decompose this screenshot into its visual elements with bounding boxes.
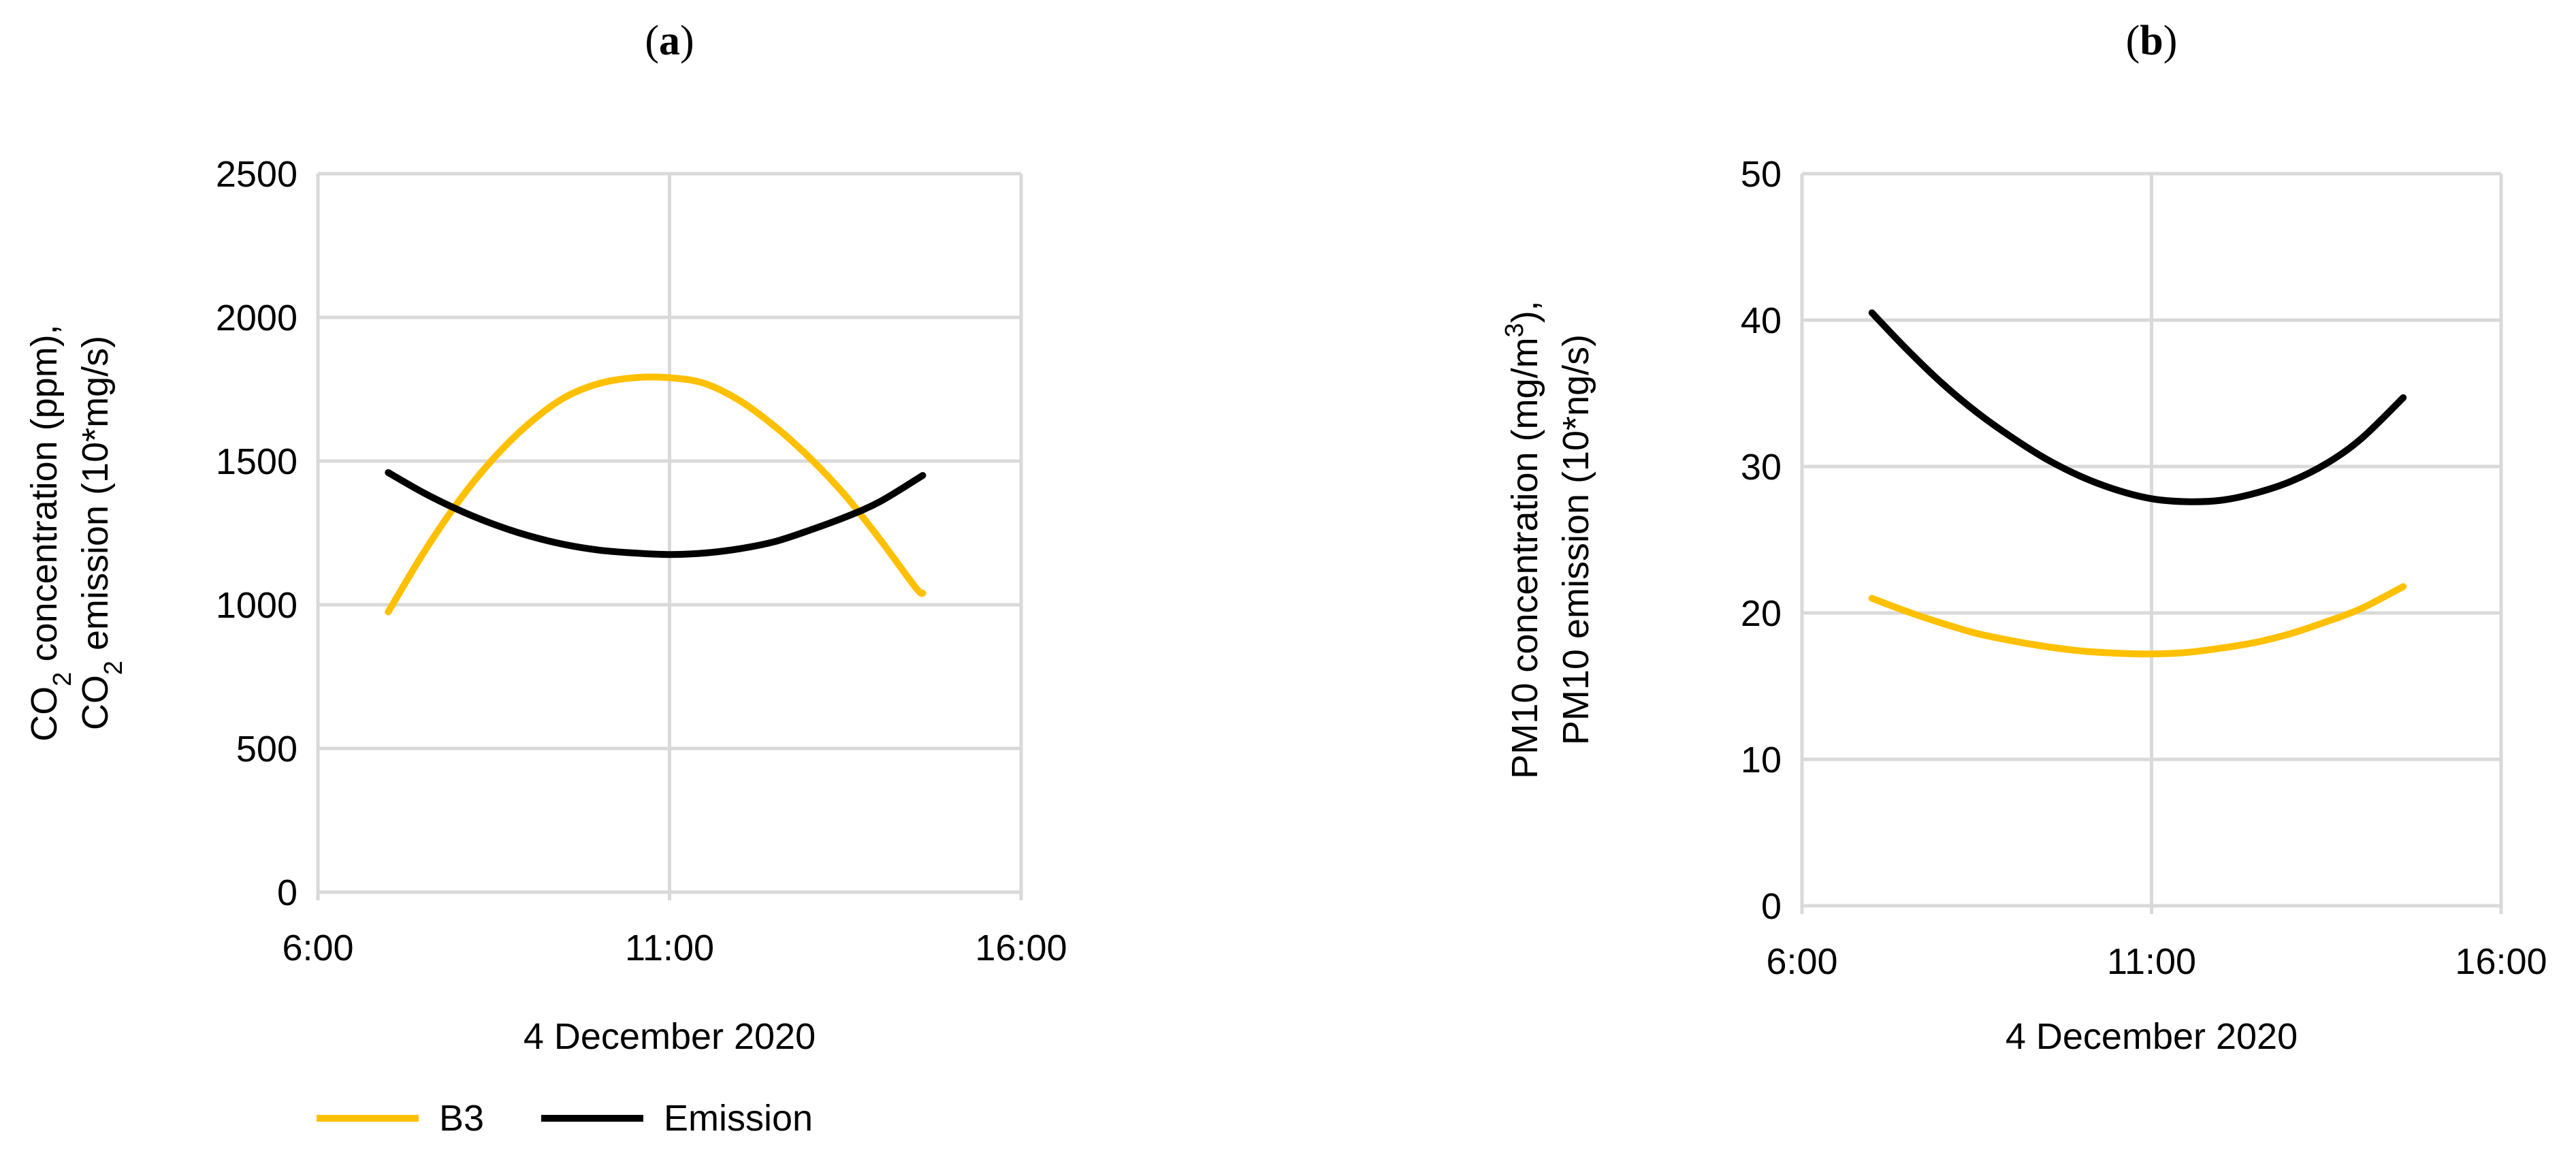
y-tick-label: 1000 bbox=[216, 585, 297, 626]
x-tick-label: 6:00 bbox=[282, 928, 353, 968]
legend-label-emission: Emission bbox=[664, 1098, 813, 1139]
y-tick-label: 10 bbox=[1741, 740, 1782, 780]
x-tick-label: 16:00 bbox=[2455, 941, 2547, 982]
chart-panel-a: (a) 0 500 1000 1500 2000 2500 6:00 11:00 16:00 4 D… bbox=[24, 18, 1067, 1057]
y-tick-label: 0 bbox=[277, 872, 297, 913]
y-tick-label: 20 bbox=[1741, 593, 1782, 634]
y-tick-label: 2500 bbox=[216, 154, 297, 195]
x-tick-label: 6:00 bbox=[1766, 941, 1837, 982]
legend-label-b3: B3 bbox=[439, 1098, 484, 1139]
y-axis-title-line-1: PM10 concentration (mg/m3), bbox=[1500, 300, 1545, 778]
y-tick-label: 1500 bbox=[216, 441, 297, 482]
y-axis-title-line-2: CO2 emission (10*mg/s) bbox=[75, 336, 128, 730]
x-axis-title: 4 December 2020 bbox=[524, 1016, 816, 1057]
panel-label-b: (b) bbox=[2126, 18, 2178, 64]
series-line-emission bbox=[1868, 309, 2407, 505]
y-axis-title-line-2: PM10 emission (10*ng/s) bbox=[1556, 334, 1596, 745]
y-tick-label: 2000 bbox=[216, 298, 297, 338]
y-axis-title-line-1: CO2 concentration (ppm), bbox=[24, 324, 77, 741]
series-line-b3 bbox=[1868, 583, 2407, 658]
x-tick-label: 11:00 bbox=[2107, 941, 2196, 982]
y-tick-label: 0 bbox=[1761, 886, 1782, 927]
chart-panel-b: (b) 0 10 20 30 40 50 6:00 11:00 16:00 4 December 2… bbox=[1500, 18, 2547, 1057]
y-tick-label: 40 bbox=[1741, 300, 1782, 341]
series-line-b3 bbox=[385, 373, 927, 616]
x-axis-title: 4 December 2020 bbox=[2006, 1016, 2298, 1057]
y-tick-label: 30 bbox=[1741, 447, 1782, 488]
series-line-emission bbox=[385, 469, 927, 558]
y-tick-label: 500 bbox=[236, 729, 297, 770]
x-tick-label: 11:00 bbox=[625, 928, 714, 968]
panel-label-a: (a) bbox=[645, 18, 694, 64]
y-tick-label: 50 bbox=[1741, 154, 1782, 195]
x-tick-label: 16:00 bbox=[975, 928, 1067, 968]
legend: B3 Emission bbox=[317, 1098, 813, 1139]
